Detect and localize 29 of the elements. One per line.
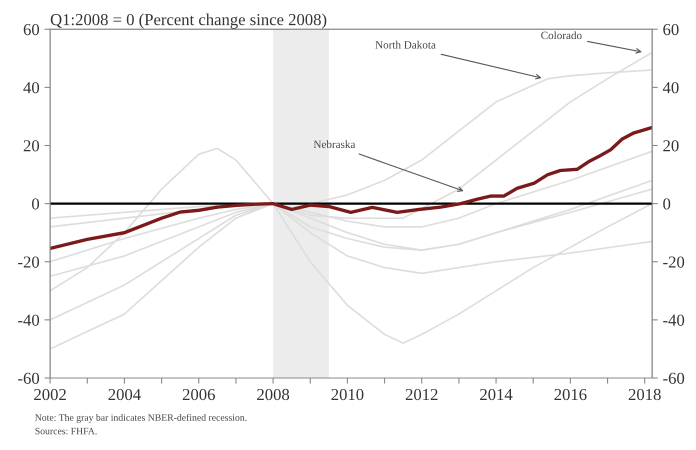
y-tick-label: -40 xyxy=(18,314,40,326)
y-tick-label: -60 xyxy=(18,372,40,384)
y2-tick-label: 0 xyxy=(663,198,670,210)
annotation: Nebraska xyxy=(314,140,356,148)
y2-tick-label: 60 xyxy=(663,24,679,36)
y-tick-label: 0 xyxy=(32,198,40,210)
y-tick-label: -20 xyxy=(18,256,40,268)
y2-tick-label: -20 xyxy=(663,256,684,268)
x-tick-label: 2018 xyxy=(628,388,661,400)
y-tick-label: 40 xyxy=(23,82,40,94)
x-tick-label: 2012 xyxy=(406,388,438,400)
x-tick-label: 2004 xyxy=(108,388,141,400)
chart-title: Q1:2008 = 0 (Percent change since 2008) xyxy=(50,14,326,29)
source-note: Sources: FHFA. xyxy=(35,428,97,434)
annotation: Colorado xyxy=(541,31,582,40)
x-tick-label: 2010 xyxy=(331,388,364,400)
y2-tick-label: -40 xyxy=(663,314,684,326)
text: Note: The gray bar indicates NBER-defined recession. xyxy=(35,414,246,423)
y-tick-label: 60 xyxy=(24,24,40,36)
x-tick-label: 2008 xyxy=(257,388,290,400)
x-tick-label: 2006 xyxy=(182,388,215,400)
y2-tick-label: 40 xyxy=(662,82,679,94)
y-tick-label: 20 xyxy=(24,140,40,152)
x-tick-label: 2002 xyxy=(34,388,66,400)
annotation: North Dakota xyxy=(375,40,436,49)
x-tick-label: 2014 xyxy=(480,388,512,400)
x-tick-label: 2016 xyxy=(554,388,587,400)
y2-tick-label: 20 xyxy=(663,140,679,152)
y2-tick-label: -60 xyxy=(663,372,684,384)
